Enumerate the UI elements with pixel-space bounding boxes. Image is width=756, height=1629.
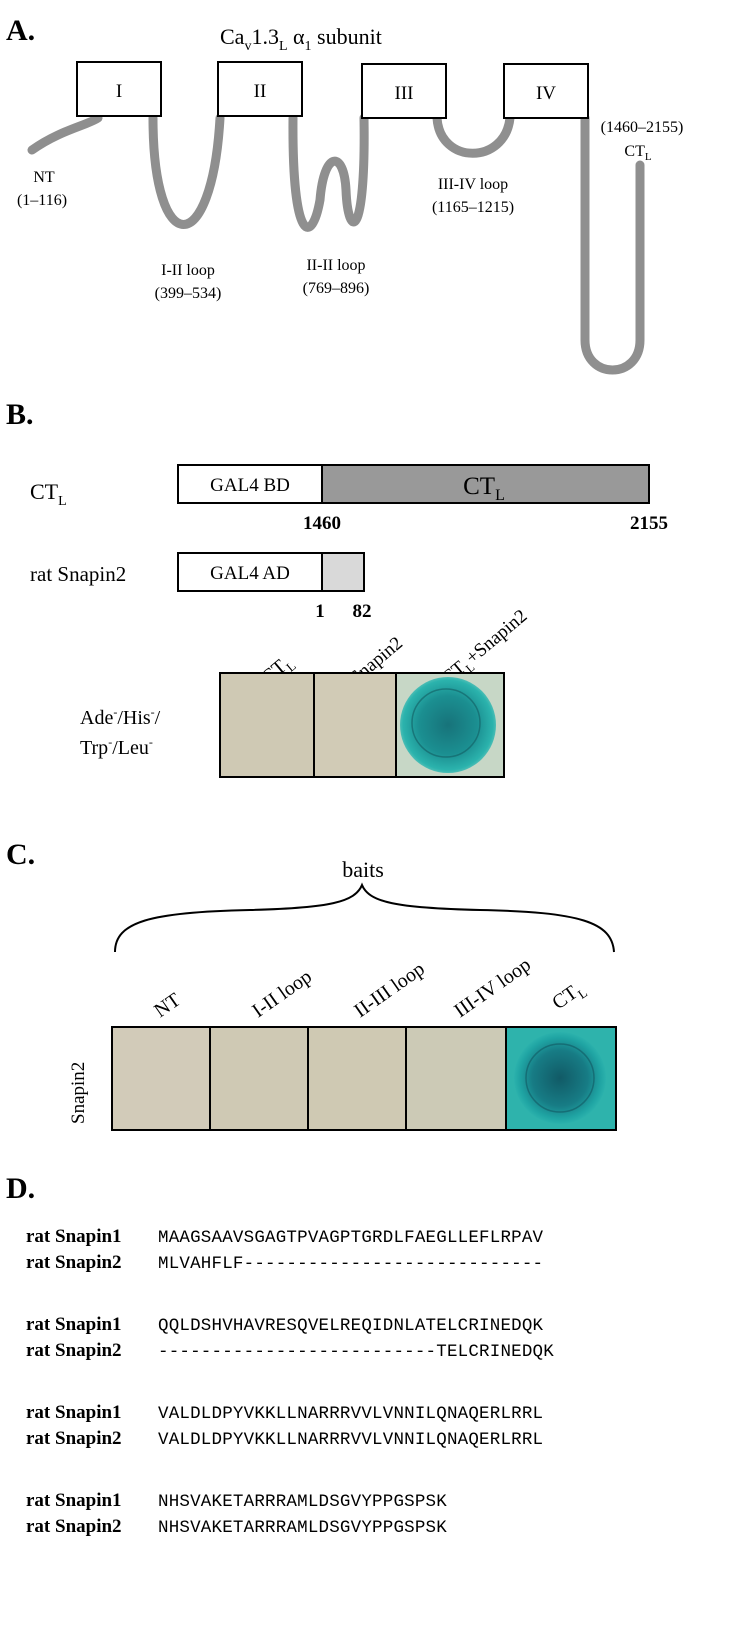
snapin-row-label: rat Snapin2 xyxy=(30,562,126,586)
plate-cell-ct xyxy=(219,672,315,778)
alignment-row: rat Snapin2 VALDLDPYVKKLLNARRRVVLVNNILQNA… xyxy=(26,1426,543,1452)
alignment-name: rat Snapin1 xyxy=(26,1490,122,1511)
gal4-ad-label: GAL4 AD xyxy=(210,563,290,584)
nt-label: NT xyxy=(33,169,55,186)
ct-box xyxy=(321,464,650,504)
baits-brace xyxy=(114,882,615,953)
loop34-range: (1165–1215) xyxy=(432,199,514,216)
channel-strand xyxy=(27,113,645,375)
loop12-label: I-II loop xyxy=(161,262,215,279)
alignment-name: rat Snapin2 xyxy=(26,1516,122,1537)
domain-box-ii: II xyxy=(217,61,303,117)
ct-label: CTL xyxy=(624,143,651,163)
alignment-row: rat Snapin1 VALDLDPYVKKLLNARRRVVLVNNILQNA… xyxy=(26,1400,543,1426)
bait-cell-iii-iv xyxy=(405,1026,507,1131)
bait-cell-nt xyxy=(111,1026,211,1131)
alignment-seq: NHSVAKETARRRAMLDSGVYPPGSPSK xyxy=(158,1518,447,1538)
bait-col-ct: CTL xyxy=(548,977,590,1017)
alignment-seq: --------------------------TELCRINEDQK xyxy=(158,1342,554,1362)
loop23-label: II-II loop xyxy=(306,257,365,274)
domain-box-i: I xyxy=(76,61,162,117)
media-label-line1: Ade-/His-/ xyxy=(80,705,161,729)
bait-col-iii-iv: III-IV loop xyxy=(450,954,535,1022)
alignment-seq: MAAGSAAVSGAGTPVAGPTGRDLFAEGLLEFLRPAV xyxy=(158,1228,544,1248)
gal4-bd-label: GAL4 BD xyxy=(210,475,290,496)
ct-box-label: CTL xyxy=(463,473,505,504)
alignment-row: rat Snapin2 NHSVAKETARRRAMLDSGVYPPGSPSK xyxy=(26,1514,447,1540)
bait-screen: baits NT I-II loop II-III loop III-IV lo… xyxy=(68,857,617,1131)
panel-label-b: B. xyxy=(6,398,34,431)
channel-title: Cav1.3L α1 subunit xyxy=(220,24,382,54)
svg-text:IV: IV xyxy=(536,83,556,104)
ct-row-label: CTL xyxy=(30,479,67,509)
bait-col-i-ii: I-II loop xyxy=(248,966,316,1023)
alignment-seq: VALDLDPYVKKLLNARRRVVLVNNILQNAQERLRRL xyxy=(158,1430,544,1450)
alignment-name: rat Snapin1 xyxy=(26,1314,122,1335)
ct-start: 1460 xyxy=(303,513,341,534)
positive-colony-c xyxy=(514,1032,606,1124)
snapin-start: 1 xyxy=(315,601,325,622)
yeast-plate-b xyxy=(219,672,505,778)
snapin-end: 82 xyxy=(353,601,372,622)
alignment-seq: VALDLDPYVKKLLNARRRVVLVNNILQNAQERLRRL xyxy=(158,1404,544,1424)
construct-diagram: CTL GAL4 BD CTL 1460 2155 rat Snapin2 GA… xyxy=(30,464,668,778)
ct-range: (1460–2155) xyxy=(601,119,684,136)
alignment-row: rat Snapin2 --------------------------TEL… xyxy=(26,1338,554,1364)
alignment-row: rat Snapin2 MLVAHFLF---------------------… xyxy=(26,1250,543,1276)
panel-label-d: D. xyxy=(6,1172,36,1205)
channel-topology-diagram: Cav1.3L α1 subunit I II III IV NT (1–116… xyxy=(17,24,684,375)
panel-label-c: C. xyxy=(6,838,36,871)
loop12-range: (399–534) xyxy=(155,285,222,302)
svg-text:II: II xyxy=(254,81,267,102)
snapin-box xyxy=(321,552,365,592)
loop23-range: (769–896) xyxy=(303,280,370,297)
domain-box-iii: III xyxy=(361,63,447,119)
media-label-line2: Trp-/Leu- xyxy=(80,735,153,759)
nt-range: (1–116) xyxy=(17,192,67,209)
bait-cell-i-ii xyxy=(209,1026,309,1131)
positive-colony-b xyxy=(400,677,496,773)
gal4-bd-box xyxy=(177,464,323,504)
baits-label: baits xyxy=(342,857,384,882)
panel-label-a: A. xyxy=(6,14,36,47)
alignment-name: rat Snapin1 xyxy=(26,1402,122,1423)
bait-col-nt: NT xyxy=(150,989,184,1022)
alignment-name: rat Snapin2 xyxy=(26,1340,122,1361)
alignment-row: rat Snapin1 NHSVAKETARRRAMLDSGVYPPGSPSK xyxy=(26,1488,447,1514)
alignment-row: rat Snapin1 QQLDSHVHAVRESQVELREQIDNLATELC… xyxy=(26,1312,543,1338)
domain-box-iv: IV xyxy=(503,63,589,119)
alignment-seq: MLVAHFLF---------------------------- xyxy=(158,1254,544,1274)
alignment-row: rat Snapin1 MAAGSAAVSGAGTPVAGPTGRDLFAEGLL… xyxy=(26,1224,543,1250)
alignment-seq: NHSVAKETARRRAMLDSGVYPPGSPSK xyxy=(158,1492,447,1512)
yeast-plate-c xyxy=(111,1026,617,1131)
plate-cell-snapin2 xyxy=(313,672,397,778)
gal4-ad-box xyxy=(177,552,323,592)
svg-text:III: III xyxy=(395,83,414,104)
alignment-name: rat Snapin2 xyxy=(26,1252,122,1273)
svg-text:I: I xyxy=(116,81,122,102)
alignment-seq: QQLDSHVHAVRESQVELREQIDNLATELCRINEDQK xyxy=(158,1316,544,1336)
alignment-name: rat Snapin2 xyxy=(26,1428,122,1449)
bait-cell-ii-iii xyxy=(307,1026,407,1131)
plate-row-snapin2: Snapin2 xyxy=(68,1062,89,1124)
bait-col-ii-iii: II-III loop xyxy=(350,958,429,1022)
ct-end: 2155 xyxy=(630,513,668,534)
alignment-name: rat Snapin1 xyxy=(26,1226,122,1247)
loop34-label: III-IV loop xyxy=(438,176,508,193)
